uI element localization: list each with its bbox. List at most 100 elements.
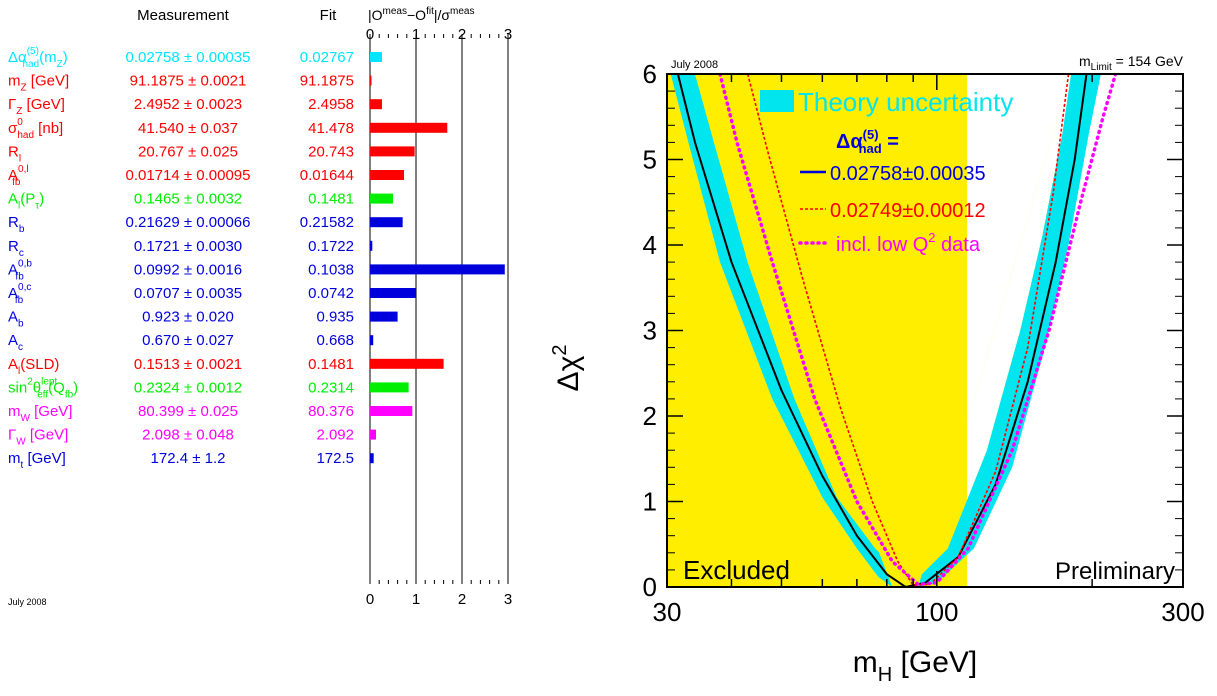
legend-main-label: 0.02758±0.00035 bbox=[830, 163, 986, 185]
y-tick-label: 5 bbox=[643, 145, 657, 175]
legend-alt-label: 0.02749±0.00012 bbox=[830, 200, 986, 222]
row-label: Al(SLD) bbox=[8, 356, 59, 377]
row-fit: 20.743 bbox=[308, 143, 354, 160]
row-pull-bar bbox=[370, 170, 405, 180]
row-pull-bar bbox=[370, 406, 413, 416]
pull-row: Rb 0.21629 ± 0.00066 0.21582 bbox=[8, 214, 403, 235]
row-measurement: 0.1721 ± 0.0030 bbox=[134, 238, 242, 255]
legend-lowq-label: incl. low Q2 data bbox=[836, 230, 981, 256]
row-label: ΓW [GeV] bbox=[8, 427, 68, 448]
higgs-chi2-chart: 0 1 2 3 4 5 6 30 100 300 mH [GeV] Δχ2 July 2008 mLimi… bbox=[549, 53, 1205, 686]
row-measurement: 0.2324 ± 0.0012 bbox=[134, 379, 242, 396]
row-fit: 0.1481 bbox=[308, 356, 354, 373]
row-measurement: 0.21629 ± 0.00066 bbox=[125, 214, 250, 231]
row-label: Rb bbox=[8, 214, 25, 235]
pull-row: mt [GeV] 172.4 ± 1.2 172.5 bbox=[8, 450, 374, 471]
y-tick-label: 4 bbox=[643, 230, 657, 260]
row-pull-bar bbox=[370, 193, 393, 204]
row-measurement: 0.1513 ± 0.0021 bbox=[134, 356, 242, 373]
row-fit: 0.2314 bbox=[308, 379, 354, 396]
row-measurement: 0.02758 ± 0.00035 bbox=[125, 49, 250, 66]
row-measurement: 20.767 ± 0.025 bbox=[138, 143, 238, 160]
pull-tick-label-bottom: 3 bbox=[504, 591, 512, 608]
top-left-date-note: July 2008 bbox=[671, 59, 718, 71]
row-measurement: 91.1875 ± 0.0021 bbox=[130, 73, 247, 90]
row-fit: 0.1722 bbox=[308, 238, 354, 255]
mass-limit-note: mLimit = 154 GeV bbox=[1079, 53, 1184, 73]
row-label: A0,c fb bbox=[8, 282, 31, 306]
measurement-header: Measurement bbox=[137, 7, 230, 24]
row-pull-bar bbox=[370, 217, 403, 228]
pull-row: Al(SLD) 0.1513 ± 0.0021 0.1481 bbox=[8, 356, 444, 377]
legend-theory-label: Theory uncertainty bbox=[798, 87, 1013, 117]
x-axis-title: mH [GeV] bbox=[853, 646, 978, 686]
row-measurement: 2.4952 ± 0.0023 bbox=[134, 96, 242, 113]
row-fit: 2.092 bbox=[316, 427, 354, 444]
row-label: mZ [GeV] bbox=[8, 73, 69, 94]
row-fit: 91.1875 bbox=[300, 73, 354, 90]
legend-theory-swatch bbox=[760, 90, 794, 112]
row-fit: 2.4958 bbox=[308, 96, 354, 113]
pull-tick-label-top: 0 bbox=[366, 26, 374, 43]
pull-tick-label-bottom: 0 bbox=[366, 591, 374, 608]
row-pull-bar bbox=[370, 453, 374, 464]
y-tick-label: 6 bbox=[643, 59, 657, 89]
pull-row: ΓZ [GeV] 2.4952 ± 0.0023 2.4958 bbox=[8, 96, 382, 117]
y-axis-title: Δχ2 bbox=[549, 345, 585, 392]
row-pull-bar bbox=[370, 240, 373, 251]
row-pull-bar bbox=[370, 52, 382, 62]
theory-uncertainty-band bbox=[670, 74, 1101, 587]
row-label: mt [GeV] bbox=[8, 450, 66, 471]
x-tick-label: 100 bbox=[915, 597, 958, 627]
pull-row: Rl 20.767 ± 0.025 20.743 bbox=[8, 143, 415, 164]
y-tick-label: 3 bbox=[643, 316, 657, 346]
fit-curve-alt-alpha bbox=[746, 74, 1070, 587]
y-tick-label: 1 bbox=[643, 487, 657, 517]
row-label: Ab bbox=[8, 309, 24, 330]
pull-row: A0,c fb 0.0707 ± 0.0035 0.0742 bbox=[8, 282, 416, 306]
row-fit: 0.21582 bbox=[300, 214, 354, 231]
pull-row: Al(Pτ) 0.1465 ± 0.0032 0.1481 bbox=[8, 191, 393, 212]
excluded-label: Excluded bbox=[683, 555, 790, 585]
pull-row: mW [GeV] 80.399 ± 0.025 80.376 bbox=[8, 403, 413, 424]
row-label: Ac bbox=[8, 332, 23, 353]
y-tick-label: 0 bbox=[643, 572, 657, 602]
row-measurement: 0.0707 ± 0.0035 bbox=[134, 285, 242, 302]
plot-area bbox=[670, 74, 1118, 587]
legend-alpha-title: Δα(5) had = bbox=[836, 127, 899, 156]
row-label: Δα(5) had(mZ) bbox=[8, 46, 68, 70]
x-tick-label: 30 bbox=[653, 597, 682, 627]
row-label: ΓZ [GeV] bbox=[8, 96, 65, 117]
row-pull-bar bbox=[370, 335, 374, 346]
pull-row: σ0 had [nb] 41.540 ± 0.037 41.478 bbox=[8, 117, 448, 141]
row-pull-bar bbox=[370, 146, 415, 157]
row-fit: 0.0742 bbox=[308, 285, 354, 302]
row-measurement: 80.399 ± 0.025 bbox=[138, 403, 238, 420]
row-fit: 0.01644 bbox=[300, 167, 354, 184]
row-measurement: 0.0992 ± 0.0016 bbox=[134, 261, 242, 278]
row-fit: 172.5 bbox=[316, 450, 354, 467]
pull-row: ΓW [GeV] 2.098 ± 0.048 2.092 bbox=[8, 427, 376, 448]
pull-row: Ab 0.923 ± 0.020 0.935 bbox=[8, 309, 398, 330]
row-fit: 41.478 bbox=[308, 120, 354, 137]
preliminary-label: Preliminary bbox=[1055, 558, 1175, 585]
row-fit: 80.376 bbox=[308, 403, 354, 420]
pull-tick-label-bottom: 2 bbox=[458, 591, 466, 608]
band-interior-unexcluded bbox=[966, 74, 1071, 501]
pull-row: mZ [GeV] 91.1875 ± 0.0021 91.1875 bbox=[8, 73, 372, 94]
footer-date-note: July 2008 bbox=[8, 597, 47, 607]
row-measurement: 0.01714 ± 0.00095 bbox=[125, 167, 250, 184]
x-tick-label: 300 bbox=[1161, 597, 1204, 627]
row-label: Rc bbox=[8, 238, 24, 259]
pull-row: sin2θlept eff(Qfb) 0.2324 ± 0.0012 0.2314 bbox=[8, 376, 409, 400]
row-pull-bar bbox=[370, 122, 448, 133]
fit-curve-low-q2 bbox=[718, 74, 1118, 587]
pull-tick-label-top: 1 bbox=[412, 26, 420, 43]
row-label: σ0 had [nb] bbox=[8, 117, 63, 141]
row-pull-bar bbox=[370, 75, 372, 86]
row-label: Al(Pτ) bbox=[8, 191, 44, 212]
row-pull-bar bbox=[370, 99, 382, 110]
row-fit: 0.1038 bbox=[308, 261, 354, 278]
y-tick-label: 2 bbox=[643, 401, 657, 431]
